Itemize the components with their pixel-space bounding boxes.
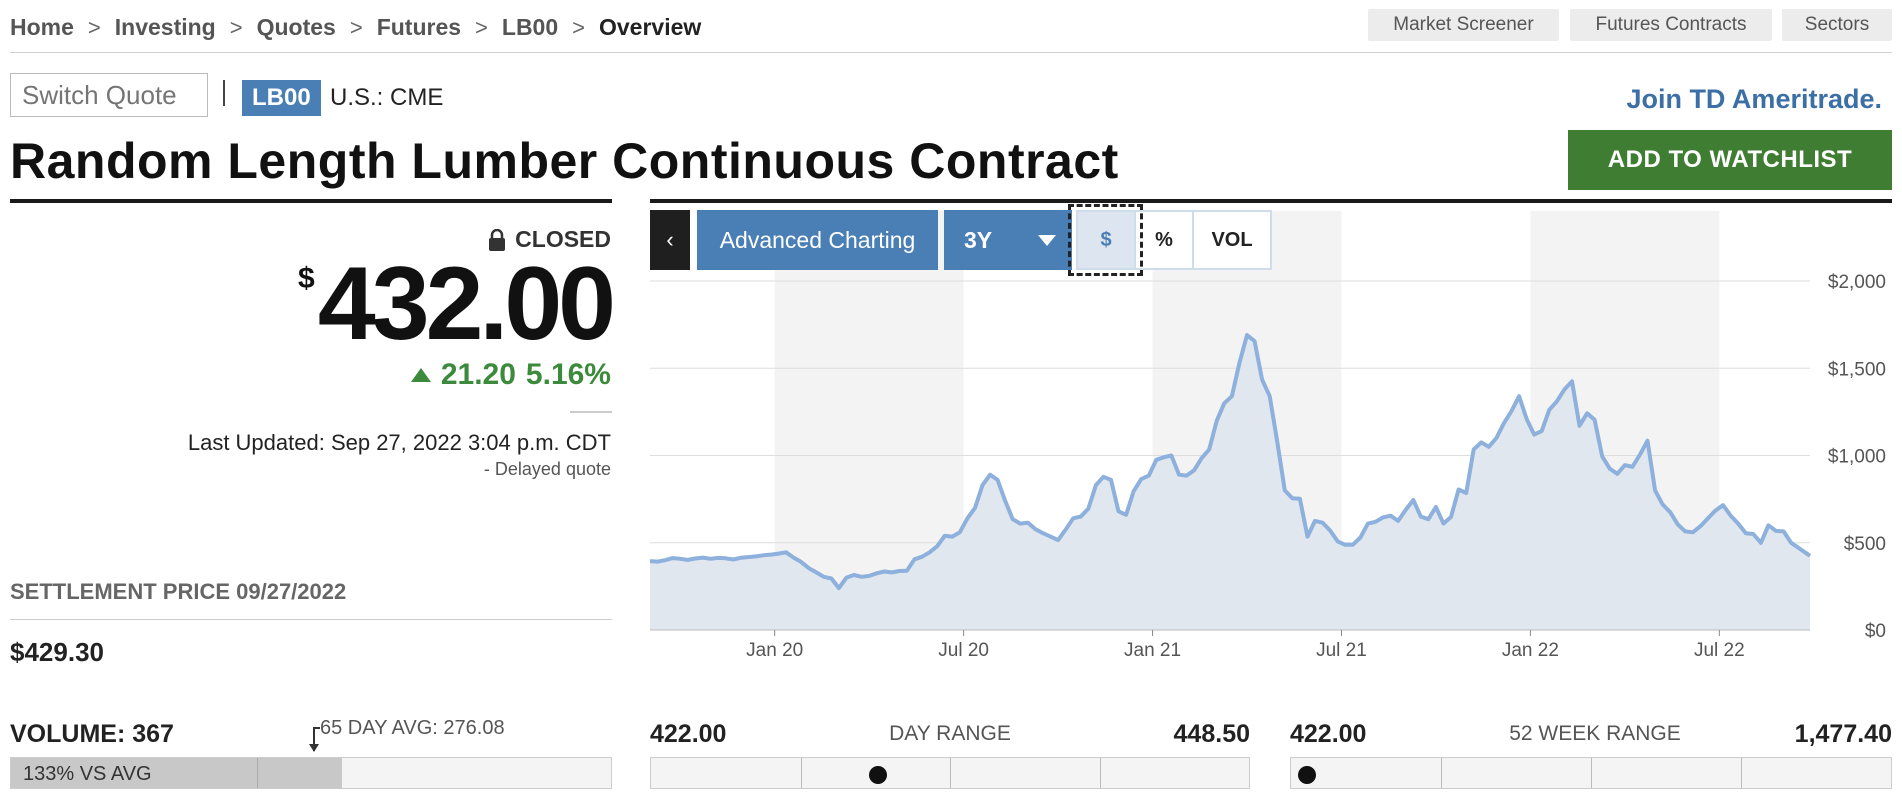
up-arrow-icon <box>410 368 431 382</box>
avg-line <box>257 758 258 788</box>
day-range-low: 422.00 <box>650 720 727 748</box>
section-divider <box>650 199 1892 203</box>
day-range-high: 448.50 <box>1173 720 1250 748</box>
week52-range-low: 422.00 <box>1290 720 1367 748</box>
range-tick <box>950 758 951 788</box>
volume-label: VOLUME: 367 <box>10 720 174 748</box>
page-title: Random Length Lumber Continuous Contract <box>10 133 1119 189</box>
divider <box>10 619 612 620</box>
chevron-right-icon: > <box>475 14 488 40</box>
week52-range-high: 1,477.40 <box>1794 720 1892 748</box>
day-range-bar <box>650 757 1250 789</box>
price-chart[interactable]: $0 $500 $1,000 $1,500 $2,000 Jan 20 Jul 20 Jan … <box>650 203 1892 673</box>
td-ameritrade-link[interactable]: Join TD Ameritrade. <box>1626 84 1882 114</box>
day-range-title: DAY RANGE <box>889 722 1011 745</box>
range-tick <box>1099 758 1101 788</box>
dollar-toggle[interactable]: $ <box>1076 210 1136 270</box>
breadcrumb-overview: Overview <box>599 14 702 40</box>
futures-contracts-button[interactable]: Futures Contracts <box>1570 9 1772 41</box>
breadcrumb-investing[interactable]: Investing <box>114 14 216 40</box>
lock-icon <box>489 228 506 251</box>
y-tick-label: $500 <box>1844 534 1886 555</box>
x-tick-label: Jul 22 <box>1694 640 1745 661</box>
price-change: 21.20 5.16% <box>410 358 611 392</box>
volume-vs-avg: 133% VS AVG <box>23 763 152 785</box>
last-updated: Last Updated: Sep 27, 2022 3:04 p.m. CDT <box>187 430 611 455</box>
range-tick <box>800 758 802 788</box>
percent-toggle[interactable]: % <box>1134 210 1194 270</box>
breadcrumb-quotes[interactable]: Quotes <box>256 14 336 40</box>
volume-bar-fill <box>11 758 343 788</box>
x-tick-label: Jul 20 <box>938 640 989 661</box>
breadcrumb: Home > Investing > Quotes > Futures > LB00 > … <box>10 14 701 41</box>
section-divider <box>10 199 612 203</box>
delayed-note: - Delayed quote <box>483 459 611 479</box>
market-screener-button[interactable]: Market Screener <box>1368 9 1559 41</box>
breadcrumb-ticker[interactable]: LB00 <box>501 14 559 40</box>
week52-range-title: 52 WEEK RANGE <box>1509 722 1681 745</box>
chart-area-fill <box>650 335 1810 630</box>
y-tick-label: $0 <box>1865 621 1886 642</box>
exchange-label: U.S.: CME <box>330 84 444 111</box>
volume-bar: 133% VS AVG <box>10 757 612 789</box>
avg-marker-icon <box>309 727 320 752</box>
separator <box>223 80 225 106</box>
x-tick-label: Jul 21 <box>1316 640 1367 661</box>
y-tick-label: $1,500 <box>1828 359 1886 380</box>
header-divider <box>10 52 1892 53</box>
sectors-button[interactable]: Sectors <box>1782 9 1892 41</box>
last-price: 432.00 <box>317 246 616 362</box>
chart-series-line <box>650 333 1812 591</box>
divider <box>570 411 612 413</box>
week52-range-marker <box>1298 766 1316 784</box>
chevron-right-icon: > <box>572 14 585 40</box>
currency-symbol: $ <box>298 262 315 295</box>
time-range-label: 3Y <box>964 226 993 253</box>
x-tick-label: Jan 20 <box>746 640 803 661</box>
x-tick-label: Jan 22 <box>1502 640 1559 661</box>
settlement-label: SETTLEMENT PRICE 09/27/2022 <box>10 579 347 604</box>
breadcrumb-futures[interactable]: Futures <box>376 14 462 40</box>
range-tick <box>1591 758 1592 788</box>
week52-range-bar <box>1290 757 1892 789</box>
range-tick <box>1741 758 1742 788</box>
focus-outline <box>1068 204 1143 276</box>
caret-down-icon <box>1038 235 1056 246</box>
change-value: 21.20 <box>440 358 516 391</box>
avg-volume-label: 65 DAY AVG: 276.08 <box>320 717 505 739</box>
chevron-left-icon[interactable]: ‹ <box>650 210 690 270</box>
volume-toggle[interactable]: VOL <box>1192 210 1272 270</box>
change-percent: 5.16% <box>525 358 611 391</box>
breadcrumb-home[interactable]: Home <box>10 14 74 40</box>
add-to-watchlist-button[interactable]: ADD TO WATCHLIST <box>1568 130 1892 190</box>
y-tick-label: $1,000 <box>1828 447 1886 468</box>
status-label: CLOSED <box>515 226 611 252</box>
chevron-right-icon: > <box>229 14 243 40</box>
y-tick-label: $2,000 <box>1828 272 1886 293</box>
time-range-dropdown[interactable]: 3Y <box>944 210 1072 270</box>
chevron-right-icon: > <box>349 14 363 40</box>
settlement-value: $429.30 <box>10 637 104 667</box>
day-range-marker <box>869 766 888 784</box>
market-status: CLOSED <box>489 226 611 253</box>
advanced-charting-button[interactable]: Advanced Charting <box>697 210 938 270</box>
switch-quote-input[interactable] <box>10 73 208 117</box>
chevron-right-icon: > <box>87 14 101 40</box>
x-tick-label: Jan 21 <box>1124 640 1181 661</box>
range-tick <box>1441 758 1442 788</box>
ticker-badge: LB00 <box>242 80 321 116</box>
